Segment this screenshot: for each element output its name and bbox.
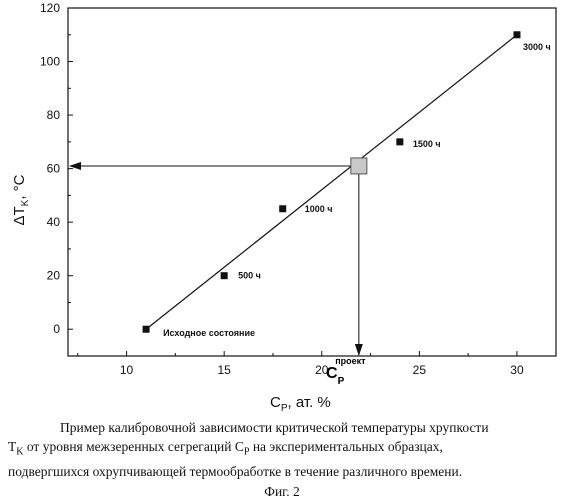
x-tick-label: 15: [217, 363, 231, 377]
y-tick-label: 0: [53, 322, 60, 336]
point-label: 500 ч: [238, 271, 261, 281]
y-tick-label: 80: [47, 108, 61, 122]
y-tick-label: 40: [47, 215, 61, 229]
figure-number: Фиг. 2: [264, 484, 300, 499]
y-tick-label: 60: [47, 162, 61, 176]
caption-line-1: Пример калибровочной зависимости критиче…: [60, 420, 489, 435]
point-label: 1500 ч: [413, 139, 441, 149]
x-axis-title: CP, ат. %: [270, 394, 331, 414]
x-tick-label: 10: [120, 363, 134, 377]
fit-line-group: [145, 34, 518, 330]
y-tick-label: 100: [40, 55, 60, 69]
x-tick-label: 25: [413, 363, 427, 377]
caption-line-2: TK от уровня межзеренных сегрегаций CP н…: [8, 439, 443, 458]
x-tick-label: 30: [510, 363, 524, 377]
point-labels: Исходное состояние 500 ч 1000 ч 1500 ч 3000 …: [163, 42, 551, 338]
projection-group: [69, 157, 368, 356]
data-points: [142, 31, 521, 333]
data-point: [220, 272, 228, 280]
data-point: [279, 205, 287, 213]
point-label: Исходное состояние: [163, 328, 255, 338]
chart-canvas: 10 15 20 25 30 0 20 40 60 80 100 120 Исходное состо…: [11, 1, 557, 414]
point-label: 1000 ч: [305, 204, 333, 214]
point-label: 3000 ч: [523, 42, 551, 52]
data-point: [142, 325, 150, 333]
fit-line: [145, 34, 518, 330]
y-tick-label: 20: [47, 269, 61, 283]
data-point: [513, 31, 521, 39]
axis-ticks: 10 15 20 25 30 0 20 40 60 80 100 120: [40, 1, 524, 377]
x-tick-label: 20: [315, 363, 329, 377]
projection-marker: [350, 157, 368, 175]
y-axis-title: ΔTK, °C: [11, 174, 31, 225]
y-tick-label: 120: [40, 1, 60, 15]
data-point: [396, 138, 404, 146]
caption-line-3: подвергшихся охрупчивающей термообработк…: [8, 463, 463, 479]
projection-label: CPпроект: [326, 356, 366, 387]
figure-caption: Пример калибровочной зависимости критиче…: [8, 418, 556, 481]
plot-frame: [67, 7, 557, 357]
